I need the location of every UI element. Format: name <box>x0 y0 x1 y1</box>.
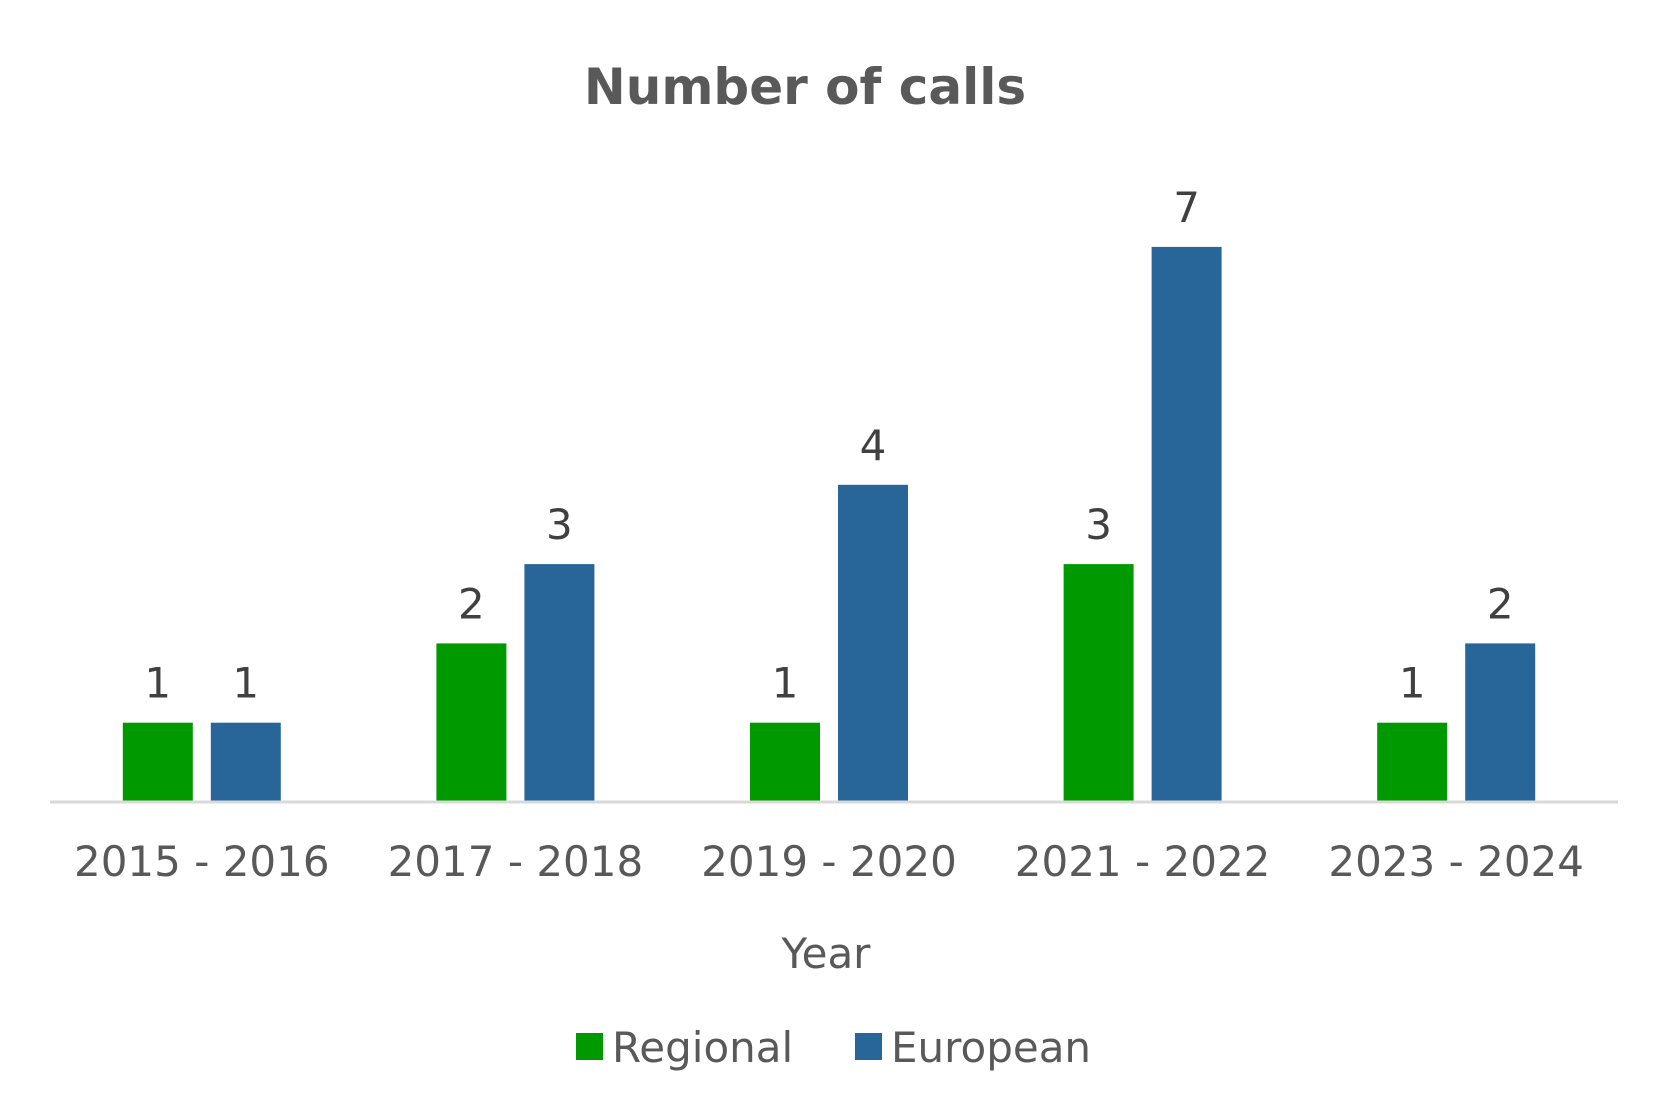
data-label-european-2019-2020: 4 <box>860 421 887 470</box>
bar-regional-2015-2016 <box>122 722 193 802</box>
bar-regional-2021-2022 <box>1063 564 1134 802</box>
bars-layer <box>122 246 1536 802</box>
bar-european-2015-2016 <box>210 722 281 802</box>
bar-regional-2023-2024 <box>1377 722 1448 802</box>
chart-title: Number of calls <box>584 58 1026 116</box>
bar-european-2019-2020 <box>838 484 908 802</box>
data-label-regional-2019-2020: 1 <box>772 659 799 708</box>
x-tick-label-2015-2016: 2015 - 2016 <box>74 837 330 886</box>
x-tick-label-2019-2020: 2019 - 2020 <box>701 837 957 886</box>
legend: Regional European <box>576 1023 1091 1072</box>
x-tick-label-2023-2024: 2023 - 2024 <box>1328 837 1584 886</box>
bar-regional-2017-2018 <box>436 643 507 802</box>
data-label-european-2021-2022: 7 <box>1173 183 1200 232</box>
legend-label-regional: Regional <box>612 1023 793 1072</box>
x-tick-labels: 2015 - 2016 2017 - 2018 2019 - 2020 2021 - … <box>74 837 1584 886</box>
data-label-european-2017-2018: 3 <box>546 500 573 549</box>
data-labels-layer: 1 1 2 3 1 4 3 7 1 2 <box>144 183 1513 708</box>
data-label-european-2015-2016: 1 <box>232 659 259 708</box>
bar-regional-2019-2020 <box>750 722 820 802</box>
x-axis-title: Year <box>781 929 872 978</box>
legend-item-european: European <box>855 1023 1091 1072</box>
data-label-european-2023-2024: 2 <box>1487 579 1514 628</box>
x-tick-label-2017-2018: 2017 - 2018 <box>388 837 644 886</box>
data-label-regional-2017-2018: 2 <box>458 579 485 628</box>
legend-swatch-regional <box>576 1033 603 1060</box>
data-label-regional-2021-2022: 3 <box>1085 500 1112 549</box>
legend-item-regional: Regional <box>576 1023 793 1072</box>
data-label-regional-2015-2016: 1 <box>144 659 171 708</box>
bar-european-2023-2024 <box>1465 643 1536 802</box>
bar-european-2017-2018 <box>524 564 595 802</box>
data-label-regional-2023-2024: 1 <box>1399 659 1426 708</box>
bar-european-2021-2022 <box>1151 246 1222 802</box>
x-tick-label-2021-2022: 2021 - 2022 <box>1015 837 1271 886</box>
legend-swatch-european <box>855 1033 882 1060</box>
legend-label-european: European <box>891 1023 1091 1072</box>
